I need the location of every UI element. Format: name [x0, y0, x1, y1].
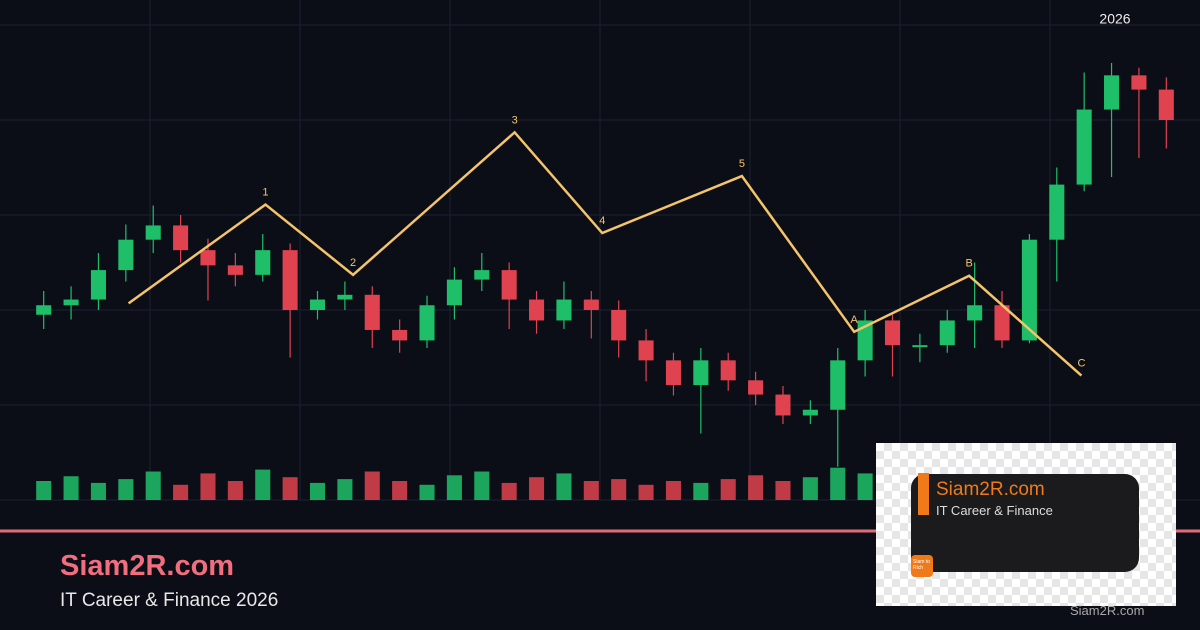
volume-bar	[200, 473, 216, 500]
candle-body	[802, 409, 818, 416]
candle-body	[145, 225, 161, 240]
candle-body	[529, 299, 545, 321]
candle-body	[857, 320, 873, 361]
candle-body	[255, 250, 271, 275]
volume-bar	[802, 477, 818, 500]
candle-body	[90, 270, 106, 300]
volume-bar	[309, 482, 326, 500]
volume-bar	[474, 471, 490, 500]
candle-body	[638, 340, 654, 361]
vertical-grid	[149, 0, 1051, 500]
candle-body	[583, 299, 599, 310]
candle-body	[1076, 109, 1092, 185]
volume-bar	[36, 481, 52, 500]
wave-label: 2	[350, 257, 356, 269]
candle-body	[364, 294, 380, 330]
candle-body	[912, 345, 928, 348]
candle-body	[282, 250, 298, 310]
volume-bar	[282, 477, 298, 500]
volume-bar	[90, 482, 106, 500]
volume-bar	[446, 475, 462, 500]
candle-body	[720, 360, 736, 381]
volume-bar	[638, 484, 654, 500]
candle-body	[1049, 184, 1065, 240]
candle-body	[419, 305, 435, 341]
candle-body	[611, 310, 627, 341]
volume-bar	[857, 473, 873, 500]
volume-bar	[748, 475, 764, 500]
candle-body	[775, 394, 791, 416]
volume-bar	[583, 481, 599, 500]
candle-body	[63, 299, 79, 306]
candle-body	[474, 270, 490, 280]
logo-overlay: Siam2R.com IT Career & Finance Siam to R…	[876, 443, 1176, 606]
volume-bar	[830, 467, 846, 500]
volume-bar	[419, 484, 435, 500]
volume-bar	[611, 479, 627, 500]
candle-body	[939, 320, 955, 346]
logo-site: Siam2R.com	[936, 479, 1045, 500]
volume-bar	[529, 477, 545, 500]
volume-bar	[364, 471, 380, 500]
wave-label: C	[1077, 357, 1085, 369]
logo-tagline: IT Career & Finance	[936, 503, 1053, 518]
candle-body	[227, 265, 243, 275]
candle-body	[501, 270, 517, 300]
candle-body	[1021, 239, 1037, 341]
candle-body	[967, 305, 983, 321]
logo-card	[911, 474, 1139, 572]
logo-icon: Siam to Rich	[911, 555, 933, 577]
candle-body	[693, 360, 709, 386]
candle-body	[36, 305, 52, 315]
candle-body	[994, 305, 1010, 341]
tagline: IT Career & Finance 2026	[60, 590, 279, 611]
volume-bar	[556, 473, 572, 500]
candle-body	[556, 299, 572, 321]
candle-body	[884, 320, 901, 346]
volume-bar	[255, 469, 271, 500]
wave-label: B	[965, 258, 972, 270]
candle-body	[1104, 75, 1120, 110]
volume-bar	[173, 484, 189, 500]
volume-bar	[693, 482, 709, 500]
candle-body	[1158, 89, 1174, 120]
candle-body	[309, 299, 326, 310]
volume-bar	[775, 481, 791, 500]
candle-body	[337, 294, 353, 300]
candle-body	[1131, 75, 1147, 90]
site-title: Siam2R.com	[60, 550, 235, 582]
candle-body	[392, 329, 408, 341]
volume-bar	[720, 479, 736, 500]
candle-body	[173, 225, 189, 251]
volume-bar	[63, 476, 79, 500]
logo-bar	[918, 473, 929, 515]
candle-body	[446, 279, 462, 306]
candle-body	[665, 360, 681, 386]
wave-label: 3	[512, 114, 518, 126]
wave-label: 1	[262, 186, 268, 198]
volume-bar	[337, 479, 353, 500]
wave-label: 4	[599, 215, 605, 227]
candle-body	[118, 239, 134, 271]
volume-bar	[665, 481, 681, 500]
footer: Siam2R.com	[1070, 603, 1145, 618]
wave-label: A	[850, 314, 858, 326]
volume-bar	[392, 481, 408, 500]
volume-bar	[145, 471, 161, 500]
candle-body	[830, 360, 846, 410]
candle-body	[200, 250, 216, 266]
candle-body	[748, 380, 764, 395]
volume-bar	[501, 482, 517, 500]
wave-label: 5	[739, 158, 745, 170]
year-label: 2026	[1099, 11, 1130, 27]
volume-bar	[118, 479, 134, 500]
volume-bar	[227, 481, 243, 500]
wave-line	[127, 130, 1083, 377]
